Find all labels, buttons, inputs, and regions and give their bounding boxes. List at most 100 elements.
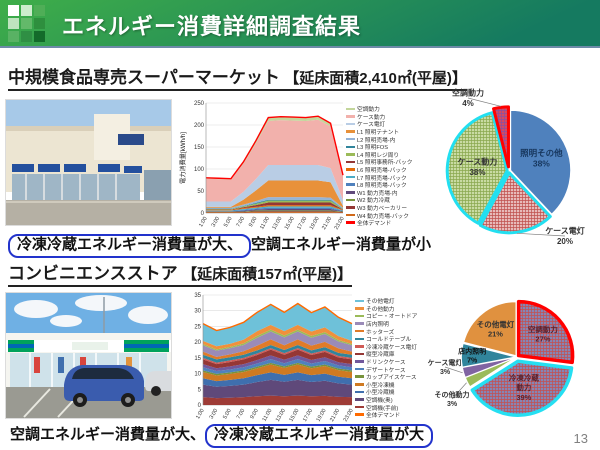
pie-slice-label: 3% [447, 401, 458, 408]
pie-slice-label: 7% [467, 358, 478, 365]
legend-swatch [355, 413, 364, 416]
legend-swatch [346, 213, 355, 217]
y-tick-label: 10 [194, 372, 201, 378]
legend-label: 空調機(奥) [366, 398, 393, 404]
supermarket-load-chart: 0 50 100 150 200 250 1:00 3:00 5:00 7:00 9:00 11:00… [178, 97, 418, 237]
pie-slice [516, 299, 575, 365]
pie-slice [445, 111, 509, 225]
legend-swatch [346, 122, 355, 126]
legend-item: W3 動力ベーカリー [346, 204, 418, 211]
legend-swatch [346, 153, 355, 156]
legend-item: コピー・オートドア [355, 312, 429, 320]
legend-label: ドリンクケース [366, 360, 406, 366]
storefront-glass [12, 174, 140, 200]
store-sign [118, 134, 144, 145]
x-tick-label: 11:00 [262, 408, 274, 423]
area-layer [203, 344, 352, 363]
section1-area-note: 【延床面積2,410㎡(平屋)】 [284, 70, 467, 87]
area-layer [203, 364, 352, 382]
legend-item: デザートケース [355, 365, 429, 373]
legend-label: ケース動力 [357, 114, 386, 121]
section1-annotation-box: 冷凍冷蔵エネルギー消費量が大、 [8, 234, 252, 258]
legend-item: L8 照明売場-バック [346, 181, 418, 189]
area-layer [206, 200, 343, 210]
area-layer [206, 165, 343, 207]
side-entrance [144, 170, 171, 202]
area-layer [203, 303, 352, 347]
x-tick-label: 5:00 [222, 408, 233, 420]
y-tick-label: 250 [194, 101, 205, 107]
area-layer [203, 395, 352, 405]
clouds [14, 295, 168, 327]
legend-item: 店内照明 [355, 320, 429, 327]
pie-slice-label: ケース動力 [458, 157, 498, 167]
x-tick-label: 15:00 [288, 408, 300, 423]
pie-slice-label: 4% [462, 99, 474, 108]
y-tick-label: 200 [194, 123, 205, 129]
area-layer [206, 199, 343, 210]
legend-swatch [355, 367, 364, 371]
legend-item: コールドテーブル [355, 335, 429, 343]
x-tick-label: 1:00 [195, 408, 206, 420]
legend-label: ケース電灯 [357, 122, 386, 128]
x-tick-label: 23:00 [334, 216, 346, 231]
section1-annotation-text: 空調エネルギー消費量が小 [251, 236, 432, 253]
section2-area-note: 【延床面積157㎡(平屋)】 [182, 266, 353, 283]
legend-label: その他動力 [366, 306, 395, 313]
legend-label: L4 照明レジ周り [357, 152, 400, 159]
legend-label: その他電灯 [366, 299, 395, 305]
section2-annotation: 空調エネルギー消費量が大、 冷凍冷蔵エネルギー消費量が大 [10, 423, 434, 448]
legend-item: カップアイスケース [355, 373, 429, 381]
x-tick-label: 7:00 [236, 216, 247, 228]
legend-item: L5 照明事務所-バック [346, 158, 418, 166]
y-tick-label: 5 [198, 387, 202, 393]
area-layer [203, 355, 352, 372]
y-tick-label: 0 [198, 403, 202, 409]
pie-slice [463, 301, 517, 357]
legend-item: その他動力 [355, 305, 429, 313]
x-tick-label: 3:00 [209, 408, 220, 420]
area-layer [203, 359, 352, 374]
pie-slice-label: 38% [533, 159, 550, 169]
legend-swatch [346, 130, 355, 133]
legend-label: 全体デマンド [366, 413, 401, 419]
legend-swatch [355, 398, 364, 401]
area-layer [203, 348, 352, 365]
legend-label: L5 照明事務所-バック [357, 160, 413, 166]
legend-swatch [355, 352, 364, 356]
x-tick-label: 1:00 [198, 216, 209, 228]
x-tick-label: 17:00 [296, 216, 308, 231]
roofline [6, 126, 171, 131]
legend-swatch [355, 375, 364, 378]
legend-label: W2 動力冷蔵 [357, 198, 390, 204]
x-tick-label: 15:00 [284, 216, 296, 231]
pavement [6, 200, 171, 225]
legend-item: W1 動力売場-内 [346, 189, 418, 196]
legend-swatch [346, 168, 355, 171]
legend-item: L3 照明FOS [346, 143, 418, 151]
convenience-store-photo [5, 292, 172, 419]
header-bar: エネルギー消費詳細調査結果 [0, 0, 600, 48]
pie-slice-label: 21% [488, 330, 503, 339]
x-tick-label: 23:00 [343, 408, 355, 423]
legend-item: 小型冷凍機 [355, 381, 429, 388]
legend-swatch [346, 145, 355, 149]
x-tick-label: 17:00 [302, 408, 314, 423]
pie-slice-label: 27% [535, 335, 550, 344]
pie-slice-label: 冷凍冷蔵 [509, 372, 539, 382]
legend-label: コールドテーブル [366, 337, 412, 343]
area-layer [206, 205, 343, 211]
x-tick-label: 13:00 [271, 216, 283, 231]
legend-label: デザートケース [366, 367, 406, 373]
pie-slice-label: 空調動力 [528, 324, 558, 334]
legend-label: 冷凍冷蔵ケース電灯 [366, 344, 418, 351]
legend-item: ケース電灯 [346, 120, 418, 128]
pie-slice-label: 3% [440, 369, 451, 376]
legend-swatch [355, 383, 364, 386]
legend-item: ケース動力 [346, 113, 418, 121]
x-tick-label: 9:00 [248, 216, 259, 228]
legend-label: W4 動力売場-バック [357, 213, 409, 219]
area-layer [203, 324, 352, 350]
section2-heading: コンビニエンスストア 【延床面積157㎡(平屋)】 [8, 259, 353, 287]
